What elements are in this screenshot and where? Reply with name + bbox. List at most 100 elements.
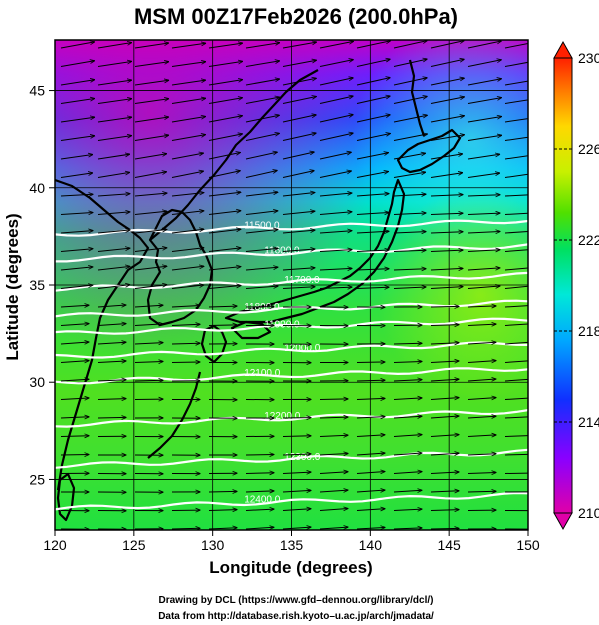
wind-arrow [430,268,463,270]
wind-arrow [171,229,204,234]
wind-arrow [171,248,204,252]
wind-arrow [356,172,388,178]
wind-arrow [282,454,311,455]
wind-arrow [245,509,274,510]
wind-arrow [430,59,464,67]
wind-arrow [319,527,348,529]
wind-arrow [504,472,528,474]
wind-arrow [245,171,277,178]
wind-arrow [60,436,89,437]
wind-arrow [208,510,237,511]
wind-arrow [245,79,280,86]
wind-arrow [430,116,464,123]
contour-label: 12300.0 [284,452,321,463]
wind-arrow [282,211,315,215]
wind-arrow [467,306,496,307]
wind-arrow [245,133,279,141]
wind-arrow [393,472,422,474]
wind-arrow [97,99,132,104]
wind-arrow [97,43,132,49]
wind-arrow [356,41,390,49]
wind-arrow [430,435,459,437]
wind-arrow [319,250,352,252]
wind-arrow [319,417,348,418]
wind-arrow [393,194,426,196]
wind-arrow [97,361,126,363]
wind-arrow [356,115,390,123]
wind-arrow [208,98,243,104]
wind-arrow [208,80,243,86]
wind-arrow [97,399,126,400]
wind-arrow [60,455,89,456]
wind-arrow [171,285,204,289]
wind-arrow [208,528,237,529]
wind-arrow [134,248,167,252]
wind-arrow [430,173,463,178]
wind-arrow [60,231,93,234]
wind-arrow [504,341,528,345]
wind-arrow [282,42,317,49]
wind-arrow [356,194,389,197]
wind-arrow [504,136,528,141]
wind-arrow [467,135,502,141]
wind-arrow [467,79,501,86]
wind-arrow [356,527,385,529]
wind-arrow [282,527,311,529]
colorbar-tick-label: 222 [578,232,599,248]
chart-title: MSM 00Z17Feb2026 (200.0hPa) [134,4,458,29]
wind-arrow [97,305,126,307]
x-tick-label: 140 [359,537,383,553]
colorbar-tick-label: 218 [578,323,599,339]
wind-arrow [134,305,163,307]
x-tick-label: 135 [280,537,304,553]
colorbar-tick-label: 226 [578,141,599,157]
y-tick-label: 25 [29,471,45,487]
wind-arrow [393,509,422,510]
wind-arrow [97,136,132,141]
wind-arrow [171,80,206,86]
wind-arrow [356,269,389,270]
wind-arrow [282,133,316,141]
wind-arrow [356,362,385,363]
wind-arrow [430,528,459,529]
contour-line [55,491,528,511]
wind-arrow [393,380,422,381]
wind-arrow [134,154,167,160]
wind-arrow [356,231,389,233]
wind-arrow [171,193,204,197]
wind-arrow [245,473,274,474]
wind-arrow [467,41,501,49]
wind-arrow [171,211,204,215]
wind-arrow [60,136,95,141]
wind-arrow [60,61,95,67]
wind-arrow [319,133,353,141]
y-tick-label: 45 [29,83,45,99]
contour-line [55,243,528,263]
contour-line [55,409,528,428]
wind-arrow [356,287,389,288]
wind-arrow [430,78,464,86]
wind-arrow [60,80,95,86]
wind-arrow [430,379,459,381]
wind-arrow [467,361,496,363]
contour-label: 12000.0 [284,343,321,354]
wind-arrow [393,269,426,270]
wind-arrow [504,194,528,197]
x-tick-label: 120 [43,537,67,553]
wind-arrow [393,96,427,104]
wind-arrow [97,212,130,215]
wind-arrow [467,416,496,418]
wind-arrow [208,325,237,326]
wind-arrow [208,248,241,252]
gridlines [55,40,528,530]
wind-arrow [467,213,500,214]
wind-arrow [134,230,167,234]
y-tick-label: 40 [29,180,45,196]
wind-arrow [430,361,459,363]
plot-area: 11500.0 11600.0 11700.0 11800.0 11900.0 12000… [55,40,528,530]
wind-arrow [282,490,311,492]
wind-arrow [245,61,280,67]
wind-arrow [504,323,528,326]
wind-arrow [60,285,93,289]
